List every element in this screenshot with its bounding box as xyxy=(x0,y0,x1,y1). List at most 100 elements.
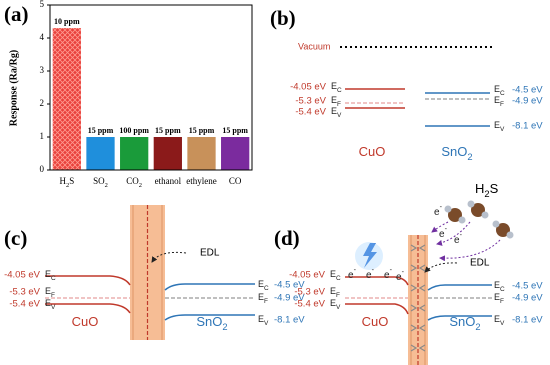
energy-value: -4.5 eV xyxy=(512,281,543,292)
bar xyxy=(221,137,250,170)
energy-symbol: EC xyxy=(331,81,342,94)
energy-value: -5.3 eV xyxy=(9,287,40,298)
electron-arrow xyxy=(439,239,501,262)
energy-value: -5.4 eV xyxy=(9,299,40,310)
energy-value: -8.1 eV xyxy=(512,121,543,132)
electron: e- xyxy=(439,224,448,239)
electron-arrow xyxy=(436,221,471,246)
hydrogen-atom xyxy=(458,216,466,224)
bar-annotation: 15 ppm xyxy=(88,126,114,135)
electron: e- xyxy=(454,230,463,245)
energy-level xyxy=(164,314,255,321)
electron: e- xyxy=(434,202,443,217)
bar xyxy=(52,28,81,170)
charge-arrow xyxy=(410,244,426,252)
energy-symbol: EF xyxy=(331,95,341,108)
sulfur-atom xyxy=(471,203,485,217)
panel-label: (b) xyxy=(270,6,296,30)
gas-label: H2S xyxy=(475,181,499,199)
electron: e- xyxy=(366,265,375,280)
energy-level xyxy=(45,275,131,286)
electron: e- xyxy=(396,267,405,282)
energy-value: -4.05 eV xyxy=(289,270,326,281)
energy-symbol: EV xyxy=(258,314,269,327)
energy-symbol: EF xyxy=(45,286,55,299)
energy-value: -4.9 eV xyxy=(274,293,305,304)
bar-annotation: 10 ppm xyxy=(54,17,80,26)
light-icon xyxy=(363,243,377,268)
y-tick-label: 4 xyxy=(40,32,45,42)
edl-label: EDL xyxy=(470,258,490,269)
energy-symbol: EF xyxy=(258,292,268,305)
hydrogen-atom xyxy=(506,231,514,239)
bar xyxy=(187,137,216,170)
material-label: CuO xyxy=(362,314,389,329)
energy-value: -4.05 eV xyxy=(4,270,41,281)
energy-symbol: EC xyxy=(494,280,505,293)
y-axis-label: Response (Ra/Rg) xyxy=(8,50,19,126)
x-tick-label: H2S xyxy=(59,176,74,189)
bar-annotation: 15 ppm xyxy=(155,126,181,135)
electron: e- xyxy=(348,265,357,280)
energy-level xyxy=(345,303,409,315)
hydrogen-atom xyxy=(467,200,475,208)
energy-symbol: EF xyxy=(330,286,340,299)
plot-frame xyxy=(49,4,253,171)
energy-symbol: EC xyxy=(258,279,269,292)
y-tick-label: 2 xyxy=(40,98,45,108)
charge-arrow xyxy=(410,284,426,292)
hydrogen-atom xyxy=(492,220,500,228)
panel-label: (d) xyxy=(274,226,300,250)
energy-value: -4.5 eV xyxy=(274,280,305,291)
energy-symbol: EF xyxy=(494,95,504,108)
energy-value: -4.5 eV xyxy=(512,85,543,96)
bar-annotation: 100 ppm xyxy=(119,126,149,135)
energy-value: -8.1 eV xyxy=(512,315,543,326)
energy-value: -5.3 eV xyxy=(294,287,325,298)
bar-annotation: 15 ppm xyxy=(222,126,248,135)
y-tick-label: 0 xyxy=(40,164,45,174)
panel-label: (a) xyxy=(4,2,29,26)
energy-level xyxy=(345,276,409,286)
vacuum-label: Vacuum xyxy=(298,41,330,51)
energy-value: -4.05 eV xyxy=(290,82,327,93)
energy-value: -5.3 eV xyxy=(295,96,326,107)
bar xyxy=(153,137,182,170)
panel-label: (c) xyxy=(4,226,27,250)
y-tick-label: 3 xyxy=(40,65,45,75)
energy-level xyxy=(45,303,131,314)
bar xyxy=(86,137,115,170)
energy-value: -4.9 eV xyxy=(512,96,543,107)
material-label: CuO xyxy=(72,314,99,329)
charge-arrow xyxy=(410,344,426,352)
electron: e- xyxy=(384,265,393,280)
material-label: SnO2 xyxy=(441,144,472,162)
y-tick-label: 1 xyxy=(40,131,45,141)
energy-symbol: EC xyxy=(494,84,505,97)
energy-symbol: EV xyxy=(45,298,56,311)
energy-symbol: EF xyxy=(494,292,504,305)
edl-arrow xyxy=(424,262,458,273)
energy-symbol: EV xyxy=(494,120,505,133)
edl-arrow xyxy=(151,251,187,263)
hydrogen-atom xyxy=(481,211,489,219)
energy-symbol: EV xyxy=(331,106,342,119)
x-tick-label: CO2 xyxy=(126,176,142,189)
hydrogen-atom xyxy=(444,205,452,213)
energy-symbol: EV xyxy=(494,314,505,327)
energy-level xyxy=(427,284,492,291)
edl-label: EDL xyxy=(200,248,220,259)
x-tick-label: CO xyxy=(229,176,242,186)
energy-value: -5.4 eV xyxy=(295,107,326,118)
x-tick-label: ethanol xyxy=(155,176,182,186)
sulfur-atom xyxy=(496,223,510,237)
material-label: SnO2 xyxy=(196,314,227,332)
edl-band xyxy=(408,235,428,365)
energy-value: -5.4 eV xyxy=(294,299,325,310)
energy-level xyxy=(164,283,255,291)
electron-arrow xyxy=(431,221,449,233)
x-tick-label: SO2 xyxy=(93,176,108,189)
bar xyxy=(120,137,149,170)
energy-symbol: EC xyxy=(330,269,341,282)
